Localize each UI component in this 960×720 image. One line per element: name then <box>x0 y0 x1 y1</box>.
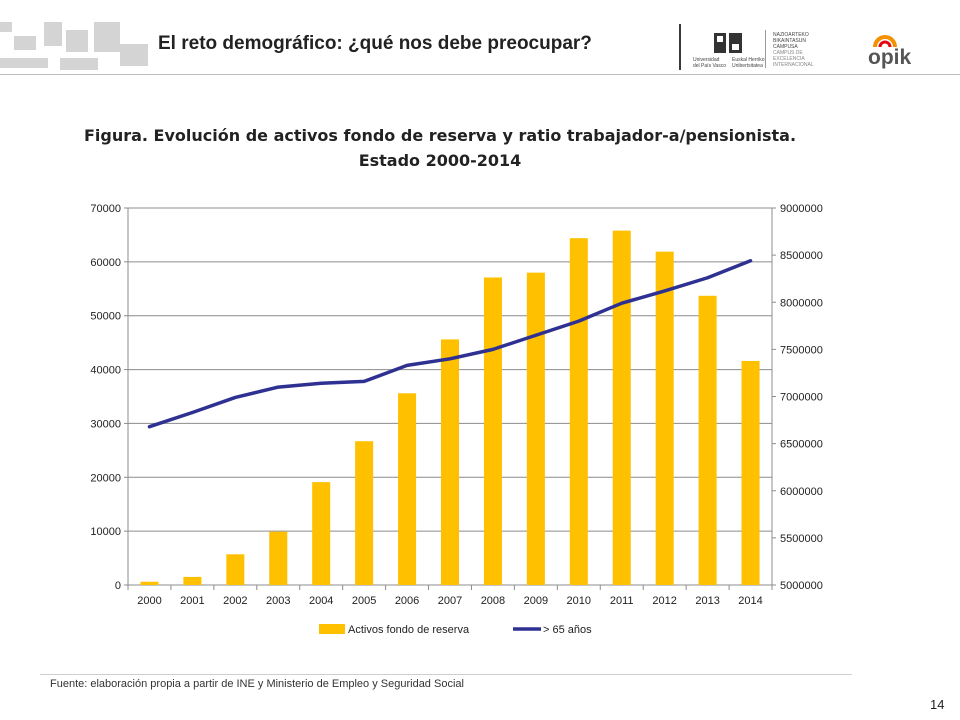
slide-header: El reto demográfico: ¿qué nos debe preoc… <box>0 0 960 76</box>
bar <box>655 251 674 586</box>
x-axis-tick-label: 2005 <box>352 595 376 607</box>
logo-campus-text: NAZIOARTEKO BIKAINTASUN CAMPUSA CAMPUS D… <box>773 32 814 68</box>
header-decoration <box>44 22 62 46</box>
logo-separator <box>765 30 766 68</box>
right-axis-tick-label: 5000000 <box>780 580 823 592</box>
bar <box>269 531 288 585</box>
bar <box>612 230 631 585</box>
bar <box>569 238 588 585</box>
left-axis-tick-label: 60000 <box>90 257 121 269</box>
bar <box>483 277 502 585</box>
right-axis-tick-label: 8500000 <box>780 250 823 262</box>
footer-rule <box>40 674 852 675</box>
header-decoration <box>94 22 120 52</box>
left-axis-tick-label: 30000 <box>90 418 121 430</box>
right-axis-tick-label: 7500000 <box>780 344 823 356</box>
bar <box>698 295 717 585</box>
x-axis-tick-label: 2013 <box>695 595 719 607</box>
series-line <box>147 259 753 429</box>
legend-label-line: > 65 años <box>543 624 592 636</box>
x-axis-tick-label: 2007 <box>438 595 462 607</box>
header-decoration <box>60 58 98 70</box>
logo-upv-text: Universidad del País Vasco <box>693 57 726 69</box>
left-axis-tick-label: 0 <box>115 580 121 592</box>
left-axis-tick-label: 40000 <box>90 365 121 377</box>
header-decoration <box>120 44 148 66</box>
x-axis-tick-label: 2009 <box>524 595 548 607</box>
bar <box>355 441 374 585</box>
right-axis-tick-label: 5500000 <box>780 533 823 545</box>
right-axis-tick-label: 6500000 <box>780 439 823 451</box>
slide-title: El reto demográfico: ¿qué nos debe preoc… <box>158 33 592 54</box>
left-axis-tick-label: 50000 <box>90 311 121 323</box>
chart-title-line-2: Estado 2000-2014 <box>358 151 522 170</box>
source-note: Fuente: elaboración propia a partir de I… <box>50 678 464 690</box>
right-axis-tick-label: 6000000 <box>780 486 823 498</box>
left-axis-tick-label: 70000 <box>90 203 121 215</box>
bar <box>312 482 331 585</box>
opik-logo-text: opik <box>868 46 912 69</box>
bar <box>183 576 202 585</box>
x-axis-tick-label: 2003 <box>266 595 290 607</box>
x-axis-tick-label: 2011 <box>610 595 634 607</box>
logo-ehu-text: Euskal Herriko Unibertsitatea <box>732 57 765 69</box>
x-axis-tick-label: 2000 <box>137 595 161 607</box>
header-decoration <box>0 22 12 32</box>
legend-label-bar: Activos fondo de reserva <box>348 624 470 636</box>
bar <box>440 339 460 585</box>
left-axis-tick-label: 10000 <box>90 526 121 538</box>
header-decoration <box>66 30 88 52</box>
x-axis-tick-label: 2010 <box>567 595 591 607</box>
x-axis-tick-label: 2004 <box>309 595 333 607</box>
x-axis-tick-label: 2006 <box>395 595 419 607</box>
bar <box>398 393 417 585</box>
x-axis-tick-label: 2012 <box>652 595 676 607</box>
bar <box>526 272 545 585</box>
x-axis-tick-label: 2002 <box>223 595 247 607</box>
right-axis-tick-label: 7000000 <box>780 392 823 404</box>
bar <box>741 360 760 585</box>
upv-ehu-emblem-icon <box>714 33 742 53</box>
x-axis-tick-label: 2008 <box>481 595 505 607</box>
page-number: 14 <box>930 697 945 712</box>
legend-swatch-bar <box>319 624 345 634</box>
chart-title: Figura. Evolución de activos fondo de re… <box>40 123 840 173</box>
header-decoration <box>0 58 48 68</box>
header-separator <box>679 24 681 70</box>
bar <box>140 581 159 585</box>
bar <box>226 554 245 585</box>
chart-title-line-1: Figura. Evolución de activos fondo de re… <box>83 126 797 145</box>
header-rule <box>0 74 960 75</box>
x-axis-tick-label: 2001 <box>180 595 204 607</box>
left-axis-tick-label: 20000 <box>90 472 121 484</box>
opik-logo-icon <box>873 35 897 48</box>
x-axis-tick-label: 2014 <box>738 595 762 607</box>
header-decoration <box>14 36 36 50</box>
right-axis-tick-label: 9000000 <box>780 203 823 215</box>
right-axis-tick-label: 8000000 <box>780 297 823 309</box>
